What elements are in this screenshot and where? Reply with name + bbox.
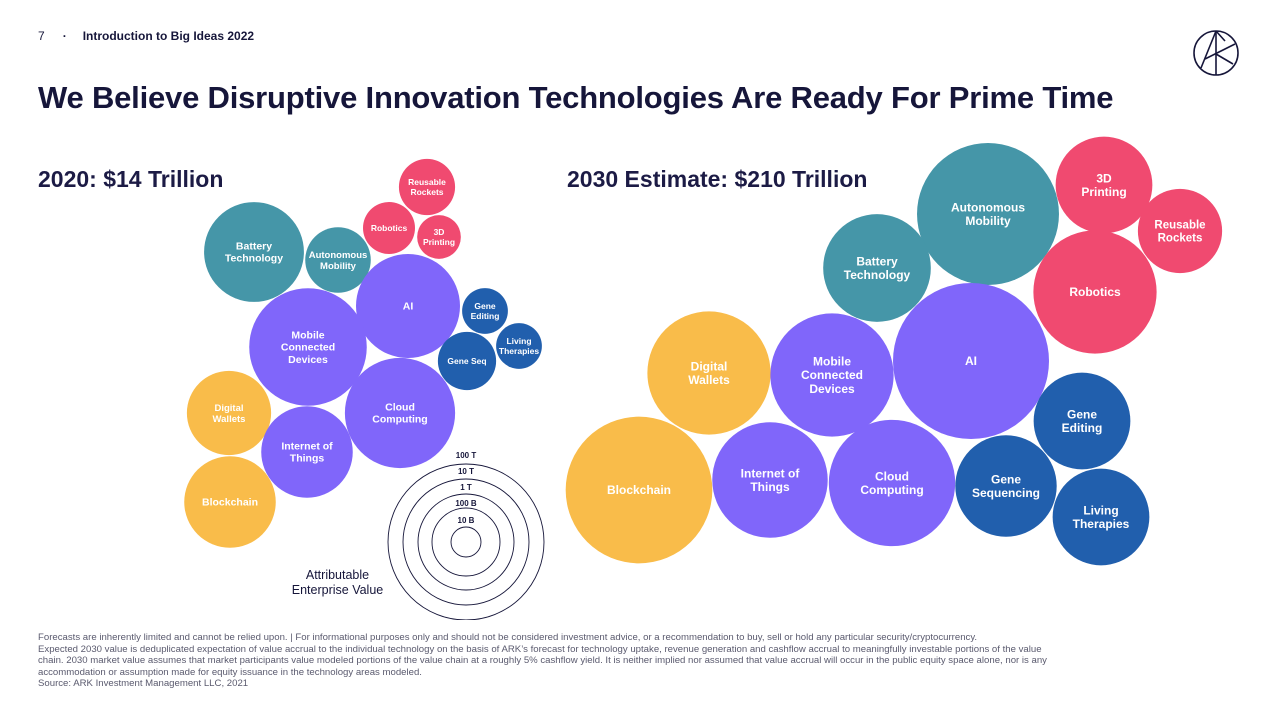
- bubble-internet-of-things: [712, 422, 828, 538]
- bubble-battery-technology: [823, 214, 931, 322]
- bubble-autonomous-mobility: [305, 227, 371, 293]
- bubble-reusable-rockets: [1137, 188, 1223, 274]
- bubble-3d-printing: [417, 215, 461, 259]
- bubble-cloud-computing: [344, 357, 456, 469]
- bubble-label-ai: AI: [965, 354, 977, 368]
- bubble-label-internet-of-things: Internet of Things: [281, 441, 333, 465]
- bubble-label-battery-technology: Battery Technology: [225, 241, 283, 265]
- bubble-label-blockchain: Blockchain: [607, 483, 671, 497]
- footnote-line: Forecasts are inherently limited and can…: [38, 632, 978, 643]
- footnote-line: accommodation or assumption made for equ…: [38, 666, 422, 678]
- bubble-reusable-rockets: [398, 158, 456, 216]
- bubble-label-autonomous-mobility: Autonomous Mobility: [309, 250, 368, 272]
- legend-title-line2: Enterprise Value: [291, 583, 384, 597]
- bubble-label-reusable-rockets: Reusable Rockets: [408, 177, 446, 197]
- chart-2020-title: 2020: $14 Trillion: [38, 166, 224, 192]
- bubble-gene-sequencing: [955, 435, 1057, 537]
- bubble-label-digital-wallets: Digital Wallets: [688, 359, 730, 387]
- legend-ring: [450, 526, 482, 558]
- chart-2030-bubbles: 3D Printing Reusable Rockets Autonomous Mobil…: [565, 136, 1223, 566]
- deck-title: Introduction to Big Ideas 2022: [82, 29, 255, 43]
- footnote: Forecasts are inherently limited and can…: [38, 632, 1248, 690]
- page-header: 7 · Introduction to Big Ideas 2022: [38, 29, 254, 43]
- legend-title: Attributable Enterprise Value: [270, 568, 405, 598]
- bubble-battery-technology: [204, 202, 304, 302]
- bubble-charts: Reusable Rockets Robotics 3D Printing Battery…: [184, 136, 1223, 620]
- legend-scale-label: 10 T: [458, 467, 474, 476]
- chart-2020-bubbles: Reusable Rockets Robotics 3D Printing Battery…: [184, 158, 542, 548]
- bubble-label-cloud-computing: Cloud Computing: [860, 469, 923, 497]
- bubble-gene-editing: [462, 288, 508, 334]
- bubble-gene-seq: [437, 331, 497, 391]
- bubble-digital-wallets: [186, 370, 272, 456]
- bubble-robotics: [363, 202, 415, 254]
- bubble-label-autonomous-mobility: Autonomous Mobility: [951, 200, 1025, 228]
- bubble-label-battery-technology: Battery Technology: [844, 254, 911, 282]
- legend-ring: [431, 507, 501, 577]
- legend-scale-label: 10 B: [458, 516, 475, 525]
- bubble-cloud-computing: [828, 419, 956, 547]
- legend-ring: [417, 493, 515, 591]
- bubble-label-blockchain: Blockchain: [202, 497, 258, 509]
- bubble-ai: [356, 254, 460, 358]
- bubble-label-digital-wallets: Digital Wallets: [213, 403, 246, 425]
- bubble-digital-wallets: [647, 311, 771, 435]
- bubble-label-gene-editing: Gene Editing: [471, 301, 500, 321]
- page-title: We Believe Disruptive Innovation Technol…: [38, 80, 1114, 115]
- bubble-label-cloud-computing: Cloud Computing: [372, 402, 427, 426]
- bubble-living-therapies: [496, 323, 542, 369]
- bubble-gene-editing: [1033, 372, 1131, 470]
- size-legend: 100 T 10 T 1 T 100 B 10 B: [387, 451, 545, 620]
- page-number: 7: [38, 29, 45, 43]
- bubble-label-gene-seq: Gene Seq: [447, 356, 486, 366]
- bubble-label-mobile-connected-devices: Mobile Connected Devices: [281, 330, 335, 366]
- bubble-ai: [893, 283, 1049, 439]
- legend-ring: [387, 463, 545, 620]
- bubble-living-therapies: [1052, 468, 1150, 566]
- bubble-label-gene-sequencing: Gene Sequencing: [972, 472, 1040, 500]
- chart-2030-title: 2030 Estimate: $210 Trillion: [567, 166, 868, 192]
- bubble-label-living-therapies: Living Therapies: [1073, 503, 1130, 531]
- bubble-blockchain: [184, 456, 276, 548]
- bubble-label-reusable-rockets: Reusable Rockets: [1154, 219, 1205, 244]
- legend-scale-label: 100 B: [455, 499, 477, 508]
- ark-logo-icon: [1193, 30, 1239, 76]
- legend-ring: [402, 478, 530, 606]
- bubble-label-ai: AI: [403, 301, 414, 313]
- header-separator: ·: [62, 29, 67, 43]
- bubble-autonomous-mobility: [917, 143, 1059, 285]
- legend-scale-label: 1 T: [460, 483, 472, 492]
- bubble-label-3d-printing: 3D Printing: [423, 227, 455, 247]
- bubble-label-living-therapies: Living Therapies: [499, 336, 539, 356]
- bubble-label-mobile-connected-devices: Mobile Connected Devices: [801, 354, 863, 396]
- bubble-mobile-connected-devices: [249, 288, 367, 406]
- bubble-label-3d-printing: 3D Printing: [1081, 171, 1126, 199]
- bubble-label-robotics: Robotics: [1069, 285, 1121, 299]
- footnote-line: chain. 2030 market value assumes that ma…: [38, 655, 1047, 667]
- footnote-line: Expected 2030 value is deduplicated expe…: [38, 643, 1042, 655]
- bubble-internet-of-things: [261, 406, 353, 498]
- bubble-label-internet-of-things: Internet of Things: [741, 466, 801, 494]
- footnote-line: Source: ARK Investment Management LLC, 2…: [38, 678, 249, 690]
- bubble-robotics: [1033, 230, 1157, 354]
- legend-scale-label: 100 T: [456, 451, 477, 460]
- bubble-3d-printing: [1055, 136, 1153, 234]
- bubble-mobile-connected-devices: [770, 313, 894, 437]
- bubble-blockchain: [565, 416, 713, 564]
- bubble-label-gene-editing: Gene Editing: [1062, 407, 1103, 435]
- bubble-label-robotics: Robotics: [371, 223, 408, 233]
- legend-title-line1: Attributable: [305, 568, 370, 582]
